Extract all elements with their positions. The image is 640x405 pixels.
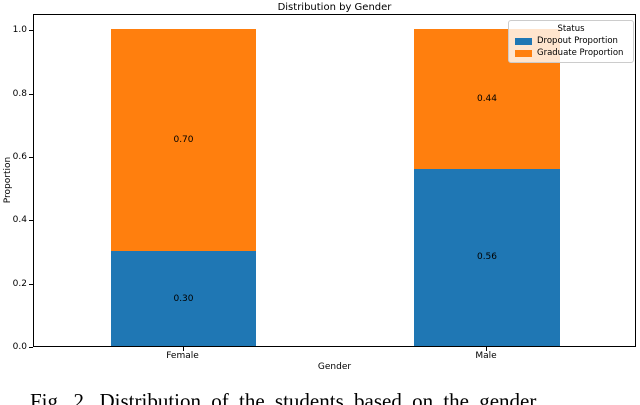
legend-title: Status [557, 24, 585, 34]
x-tick-label: Male [475, 351, 497, 361]
x-tick-mark [486, 347, 487, 351]
y-tick-mark [29, 157, 33, 159]
graduate-color-swatch [515, 49, 532, 57]
legend-entry-label: Dropout Proportion [537, 36, 618, 46]
x-axis-label: Gender [317, 362, 352, 372]
plot-area: 0.30 0.70 0.56 0.44 [33, 14, 636, 347]
y-tick-label: 0.8 [12, 88, 27, 99]
legend-entry-dropout: Dropout Proportion [515, 36, 627, 46]
y-tick-label: 1.0 [12, 25, 27, 36]
bar-segment-female-graduate: 0.70 [111, 29, 256, 252]
x-tick-label: Female [166, 351, 199, 361]
legend-entry-label: Graduate Proportion [537, 48, 624, 58]
bar-value-label: 0.70 [173, 135, 194, 146]
figure-caption: Fig. 2. Distribution of the students bas… [30, 389, 537, 405]
bar-value-label: 0.30 [173, 293, 194, 304]
y-tick-label: 0.6 [12, 152, 27, 163]
dropout-color-swatch [515, 37, 532, 45]
y-tick-mark [29, 220, 33, 222]
y-tick-mark [29, 283, 33, 285]
bar-segment-male-dropout: 0.56 [414, 168, 560, 346]
y-tick-label: 0.0 [12, 342, 27, 352]
bar-value-label: 0.44 [476, 94, 498, 105]
chart-title: Distribution by Gender [277, 2, 392, 13]
bar-value-label: 0.56 [476, 252, 498, 263]
y-tick-mark [29, 347, 33, 348]
y-tick-label: 0.4 [12, 215, 27, 226]
legend: Status Dropout Proportion Graduate Propo… [508, 20, 634, 63]
x-tick-mark [182, 347, 184, 351]
y-tick-label: 0.2 [12, 278, 27, 289]
y-tick-mark [29, 30, 33, 32]
legend-entry-graduate: Graduate Proportion [515, 48, 627, 58]
y-tick-mark [29, 93, 33, 95]
bar-segment-female-dropout: 0.30 [111, 251, 256, 346]
